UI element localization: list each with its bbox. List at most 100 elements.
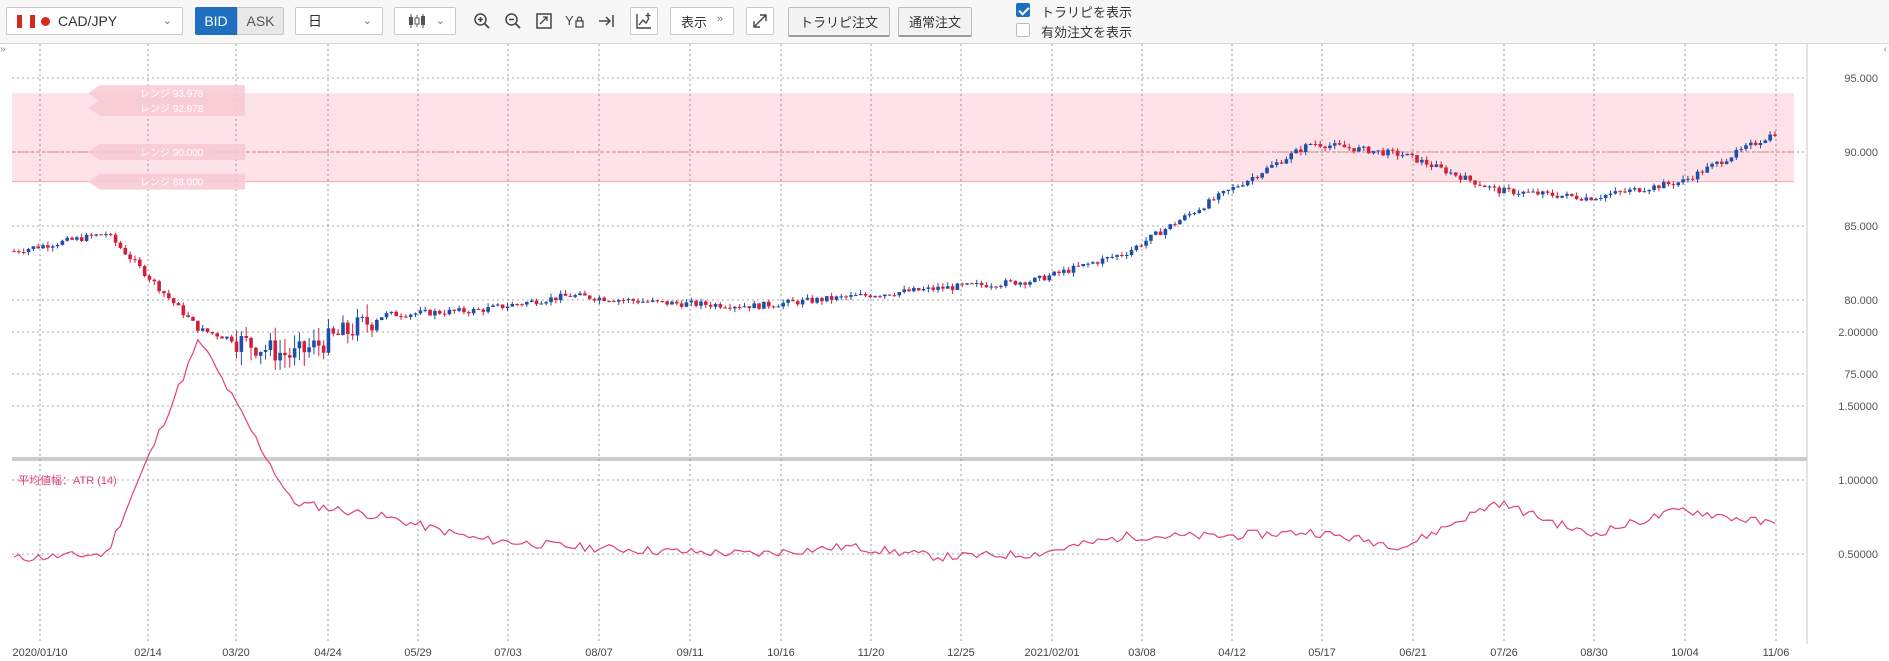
- candle-body: [1124, 255, 1129, 257]
- candle-body: [1144, 240, 1148, 246]
- candle-body: [408, 314, 413, 317]
- candle-body: [892, 295, 897, 297]
- candle-body: [587, 295, 592, 299]
- candle-body: [1594, 198, 1598, 201]
- candle-body: [89, 234, 94, 236]
- candle-body: [1478, 184, 1482, 186]
- y-axis-lock-button[interactable]: Y: [561, 7, 589, 35]
- candle-body: [936, 286, 940, 290]
- y-tick-label: 90.000: [1844, 147, 1878, 159]
- candle-body: [186, 315, 190, 317]
- candle-body: [1618, 191, 1622, 193]
- candle-body: [1599, 197, 1603, 199]
- zoom-in-button[interactable]: [468, 7, 496, 35]
- candle-body: [476, 308, 481, 310]
- candle-body: [520, 304, 524, 306]
- candle-body: [805, 297, 810, 300]
- candle-body: [1715, 161, 1719, 164]
- show-trarip-checkbox[interactable]: [1016, 3, 1030, 17]
- candle-body: [558, 293, 563, 301]
- range-tag-shape: [88, 85, 245, 102]
- x-tick-label: 03/08: [1128, 647, 1156, 659]
- chart-area[interactable]: レンジ 93.978 レンジ 92.978 レンジ 90.000 レンジ 88.000…: [0, 44, 1889, 661]
- x-tick-label: 08/07: [585, 647, 613, 659]
- jump-latest-button[interactable]: [592, 7, 620, 35]
- add-indicator-button[interactable]: [630, 7, 658, 35]
- candle-body: [447, 309, 452, 315]
- candle-body: [970, 283, 974, 285]
- candle-body: [873, 296, 877, 298]
- candle-body: [133, 259, 137, 261]
- collapse-left-icon[interactable]: »: [0, 44, 6, 55]
- currency-pair-select[interactable]: CAD/JPY ⌄: [6, 7, 183, 35]
- fit-button[interactable]: [530, 7, 558, 35]
- candle-body: [1410, 153, 1414, 156]
- candle-body: [965, 283, 969, 285]
- y-tick-label: 80.000: [1844, 295, 1878, 307]
- candle-body: [1197, 209, 1202, 214]
- candle-body: [205, 328, 210, 332]
- arrow-to-end-icon: [599, 15, 614, 27]
- x-tick-label: 09/11: [677, 647, 704, 659]
- candle-body: [312, 340, 316, 348]
- candle-body: [641, 301, 645, 303]
- candle-body: [355, 317, 360, 336]
- period-select[interactable]: 日 ⌄: [295, 7, 383, 35]
- candle-body: [249, 337, 253, 348]
- candle-body: [1081, 264, 1085, 266]
- x-tick-label: 10/16: [767, 647, 795, 659]
- candle-body: [1313, 143, 1318, 145]
- candle-body: [1758, 143, 1763, 146]
- candle-body: [1168, 224, 1173, 230]
- normal-order-button[interactable]: 通常注文: [898, 7, 972, 37]
- candle-body: [1153, 231, 1158, 235]
- candle-body: [1570, 193, 1574, 196]
- y-tick-label: 85.000: [1844, 221, 1878, 233]
- trarip-order-button[interactable]: トラリピ注文: [788, 7, 890, 37]
- candle-body: [955, 283, 960, 290]
- candle-body: [137, 259, 142, 267]
- display-menu[interactable]: 表示 »: [670, 7, 734, 35]
- bid-button[interactable]: BID: [195, 7, 237, 35]
- show-orders-checkbox[interactable]: [1016, 23, 1030, 37]
- candle-body: [660, 301, 665, 303]
- candle-body: [1294, 149, 1298, 154]
- candle-body: [631, 299, 636, 301]
- candle-body: [1202, 208, 1206, 210]
- collapse-right-icon[interactable]: ‹: [1883, 44, 1887, 55]
- candle-body: [1700, 171, 1705, 173]
- candle-body: [505, 306, 510, 309]
- candle-body: [278, 352, 282, 361]
- candle-body: [1584, 197, 1589, 201]
- candle-body: [191, 316, 195, 321]
- candle-body: [616, 300, 621, 302]
- candle-body: [752, 303, 757, 309]
- currency-pair-label: CAD/JPY: [58, 13, 118, 29]
- candle-body: [737, 306, 742, 308]
- candle-body: [1347, 147, 1352, 149]
- candle-body: [1753, 142, 1758, 146]
- candle-body: [1381, 150, 1385, 156]
- ask-button[interactable]: ASK: [237, 7, 284, 35]
- fullscreen-button[interactable]: [746, 7, 774, 35]
- candle-body: [108, 234, 113, 236]
- candle-body: [1671, 184, 1676, 186]
- atr-y-axis-ticks: 2.00000 1.50000 1.00000 0.50000: [1838, 327, 1878, 561]
- candle-body: [1221, 190, 1226, 194]
- candle-body: [665, 301, 669, 305]
- zoom-out-button[interactable]: [499, 7, 527, 35]
- candle-body: [1066, 269, 1071, 273]
- chevron-down-icon: ⌄: [162, 15, 172, 27]
- candle-body: [1497, 187, 1502, 194]
- candle-body: [1105, 257, 1110, 259]
- chart-type-select[interactable]: ⌄: [394, 7, 456, 35]
- candle-body: [428, 309, 432, 316]
- candle-body: [1187, 213, 1192, 216]
- candle-body: [55, 244, 60, 247]
- candle-body: [645, 301, 650, 303]
- candle-body: [974, 282, 979, 284]
- candle-body: [1666, 181, 1671, 185]
- candle-body: [529, 300, 534, 303]
- candle-body: [694, 300, 698, 306]
- candle-body: [1076, 265, 1081, 267]
